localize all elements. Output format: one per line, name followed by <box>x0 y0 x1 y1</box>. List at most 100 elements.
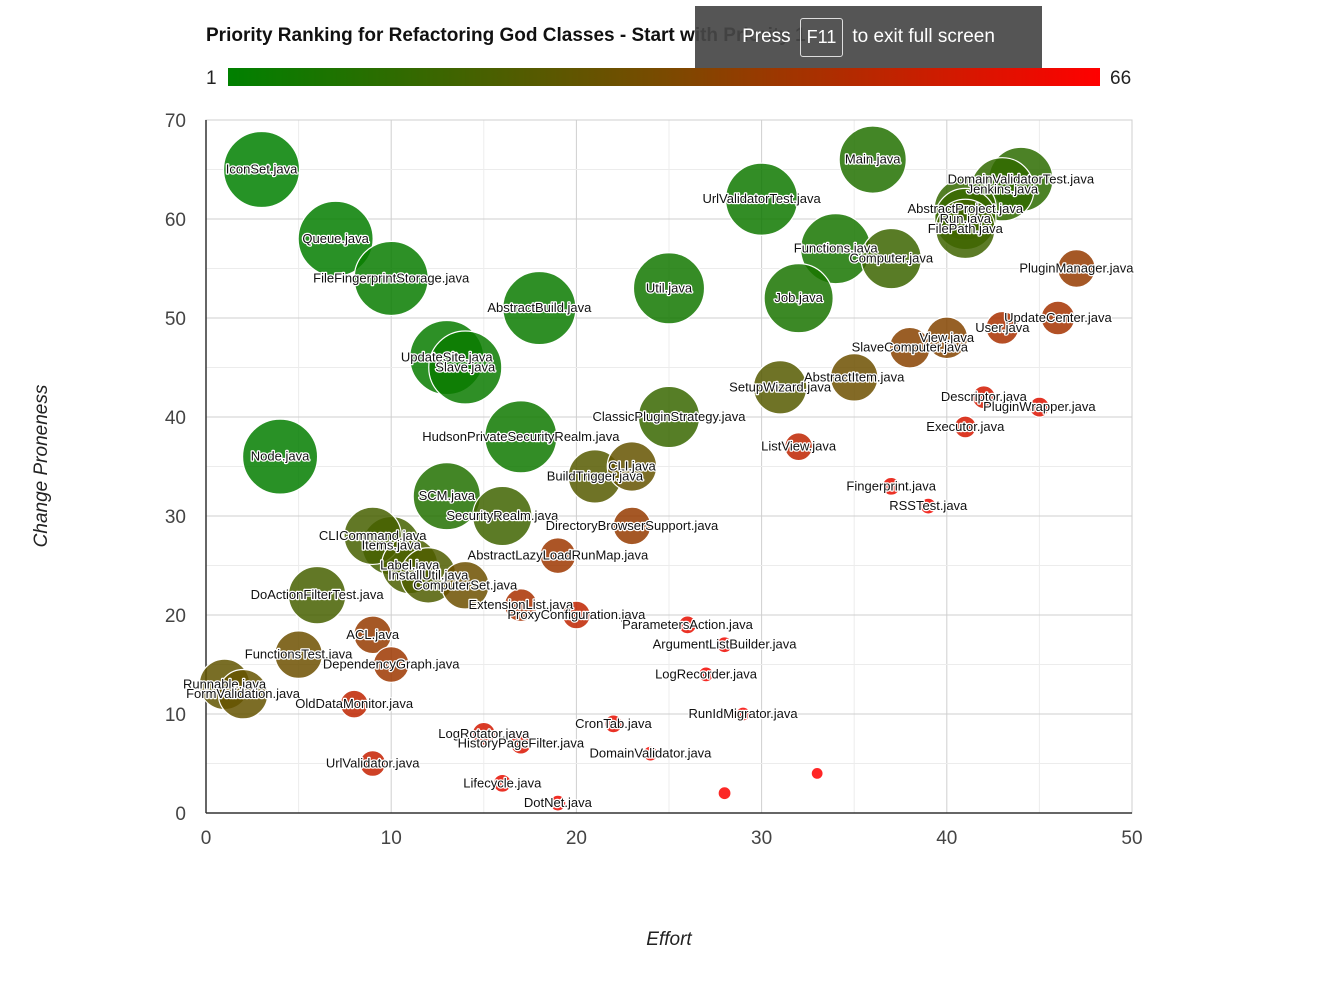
bubble-label: Jenkins.java <box>967 181 1039 196</box>
bubble-label: Job.java <box>774 290 823 305</box>
bubble <box>752 360 808 415</box>
bubble-label: User.java <box>975 320 1030 335</box>
bubble-label: SlaveComputer.java <box>852 340 969 355</box>
bubble <box>612 506 652 546</box>
bubble <box>440 560 490 610</box>
bubble-label: ACL.java <box>346 627 400 642</box>
bubble-label: FileFingerprintStorage.java <box>313 270 470 285</box>
bubble <box>724 162 799 236</box>
bubble-label: LogRotator.java <box>438 726 530 741</box>
bubble-label: PluginManager.java <box>1019 261 1134 276</box>
bubble-label: FormValidation.java <box>186 686 301 701</box>
bubble-labels: IconSet.java Main.java Queue.java UrlValida… <box>182 150 1136 811</box>
bubble-label: AbstractLazyLoadRunMap.java <box>468 548 649 563</box>
color-scale-bar <box>228 68 1100 86</box>
bubble-label: Lifecycle.java <box>463 775 542 790</box>
bubble-label: ComputerSet.java <box>413 577 518 592</box>
bubble-label: SecurityRealm.java <box>446 508 559 523</box>
bubble <box>492 773 512 793</box>
x-axis-title: Effort <box>646 929 692 950</box>
chart-title: Priority Ranking for Refactoring God Cla… <box>206 25 806 46</box>
bubble-label: SetupWizard.java <box>729 379 832 394</box>
color-scale-max: 66 <box>1110 68 1131 89</box>
bubble <box>287 565 347 625</box>
bubble <box>339 689 369 719</box>
bubble <box>985 310 1020 345</box>
bubble <box>971 385 996 410</box>
bubble-label: ClassicPluginStrategy.java <box>593 409 747 424</box>
fullscreen-notice-rest: to exit full screen <box>852 26 995 47</box>
bubble <box>471 721 496 746</box>
bubble <box>484 400 558 474</box>
bubbles <box>198 125 1096 812</box>
bubble <box>838 125 907 194</box>
y-tick-label: 20 <box>165 606 186 627</box>
bubble <box>715 636 734 654</box>
bubble <box>502 270 577 346</box>
bubble-label: IconSet.java <box>226 162 298 177</box>
y-tick-label: 50 <box>165 309 186 330</box>
x-tick-label: 30 <box>751 828 772 849</box>
x-tick-label: 10 <box>381 828 402 849</box>
bubble <box>810 766 824 781</box>
bubble-label: Items.java <box>362 538 422 553</box>
f11-key: F11 <box>799 17 844 57</box>
bubble-label: RunIdMigrator.java <box>689 706 799 721</box>
axis-ticks: 0 10 20 30 40 50 0 10 20 30 40 50 60 70 <box>165 111 1143 849</box>
y-axis-title: Change Proneness <box>31 384 52 547</box>
bubble <box>1040 300 1076 336</box>
bubble <box>297 200 374 277</box>
bubble-label: ExtensionList.java <box>468 597 574 612</box>
bubble-label: HistoryPageFilter.java <box>458 736 585 751</box>
bubble <box>919 497 937 515</box>
bubble-label: FilePath.java <box>928 221 1004 236</box>
bubble <box>881 476 901 496</box>
bubble <box>353 240 429 317</box>
color-scale-min: 1 <box>206 68 217 89</box>
bubble-label: AbstractItem.java <box>804 369 905 384</box>
bubble-label: ProxyConfiguration.java <box>507 607 646 622</box>
bubble-label: UrlValidatorTest.java <box>702 191 821 206</box>
bubble <box>241 418 319 495</box>
bubble <box>632 252 706 325</box>
bubble <box>353 615 393 655</box>
bubble <box>503 588 538 623</box>
bubble-label: CLI.java <box>608 459 656 474</box>
bubble-label: Functions.java <box>794 241 879 256</box>
bubble <box>1057 249 1096 288</box>
bubble-label: LogRecorder.java <box>655 666 758 681</box>
bubble <box>784 432 814 462</box>
bubble-label: Executor.java <box>926 419 1005 434</box>
bubble-label: BuildTrigger.java <box>547 468 644 483</box>
fullscreen-notice: Press F11 to exit full screen <box>695 6 1042 68</box>
bubble <box>1028 396 1050 418</box>
y-tick-label: 0 <box>175 804 186 825</box>
fullscreen-notice-press: Press <box>742 26 791 47</box>
x-tick-label: 0 <box>201 828 212 849</box>
bubble-label: Util.java <box>646 280 693 295</box>
y-tick-label: 60 <box>165 210 186 231</box>
bubble-label: UpdateCenter.java <box>1004 310 1112 325</box>
x-tick-label: 50 <box>1121 828 1142 849</box>
y-tick-label: 10 <box>165 705 186 726</box>
bubble-label: AbstractBuild.java <box>487 300 592 315</box>
bubble-label: SCM.java <box>419 488 476 503</box>
bubble <box>829 353 879 402</box>
y-tick-label: 70 <box>165 111 186 132</box>
bubble-label: Descriptor.java <box>941 389 1028 404</box>
y-tick-label: 30 <box>165 507 186 528</box>
bubble-label: Queue.java <box>302 231 369 246</box>
bubble <box>561 600 591 630</box>
bubble <box>642 745 659 762</box>
bubble <box>359 750 387 777</box>
bubble-label: HudsonPrivateSecurityRealm.java <box>422 429 620 444</box>
bubble-label: Label.java <box>380 558 440 573</box>
bubble <box>935 198 996 260</box>
bubble <box>763 263 834 334</box>
bubble <box>606 441 658 492</box>
bubble-label: Node.java <box>251 449 310 464</box>
bubble-label: RSSTest.java <box>889 498 968 513</box>
bubble-label: ArgumentListBuilder.java <box>653 637 798 652</box>
bubble-label: CLICommand.java <box>319 528 427 543</box>
bubble-label: DoActionFilterTest.java <box>251 587 385 602</box>
